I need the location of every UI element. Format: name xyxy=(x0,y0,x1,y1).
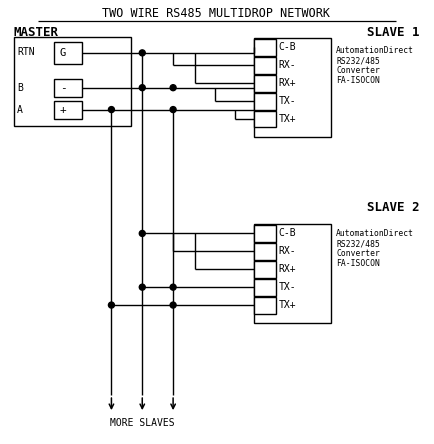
Circle shape xyxy=(170,107,176,113)
Text: FA-ISOCON: FA-ISOCON xyxy=(335,259,379,268)
Text: MORE SLAVES: MORE SLAVES xyxy=(110,418,174,428)
Bar xyxy=(253,38,331,138)
Text: RTN: RTN xyxy=(17,47,34,57)
Text: TX-: TX- xyxy=(278,96,296,106)
Bar xyxy=(253,279,275,296)
Text: TX-: TX- xyxy=(278,282,296,292)
Circle shape xyxy=(108,107,114,113)
Text: AutomationDirect: AutomationDirect xyxy=(335,230,413,238)
Bar xyxy=(253,93,275,110)
Bar xyxy=(14,37,131,127)
Text: A: A xyxy=(17,105,23,115)
Circle shape xyxy=(139,85,145,91)
Circle shape xyxy=(139,230,145,236)
Bar xyxy=(253,39,275,56)
Circle shape xyxy=(139,284,145,290)
Text: RS232/485: RS232/485 xyxy=(335,56,379,65)
Text: +: + xyxy=(59,105,66,115)
Bar xyxy=(253,225,275,242)
Bar xyxy=(253,111,275,127)
Text: G: G xyxy=(59,48,66,58)
Text: Converter: Converter xyxy=(335,66,379,75)
Text: C-B: C-B xyxy=(278,229,296,238)
Bar xyxy=(253,261,275,278)
Text: RX+: RX+ xyxy=(278,264,296,274)
Circle shape xyxy=(170,284,176,290)
Text: Converter: Converter xyxy=(335,250,379,258)
Text: MASTER: MASTER xyxy=(14,27,59,40)
Text: TWO WIRE RS485 MULTIDROP NETWORK: TWO WIRE RS485 MULTIDROP NETWORK xyxy=(102,7,329,20)
Text: B: B xyxy=(17,83,23,93)
Text: -: - xyxy=(59,83,66,93)
Circle shape xyxy=(139,50,145,56)
Circle shape xyxy=(170,302,176,308)
Text: TX+: TX+ xyxy=(278,114,296,124)
Text: AutomationDirect: AutomationDirect xyxy=(335,46,413,56)
Bar xyxy=(253,75,275,91)
Bar xyxy=(253,297,275,313)
Text: SLAVE 1: SLAVE 1 xyxy=(366,27,419,40)
Text: RX-: RX- xyxy=(278,60,296,70)
Text: RX+: RX+ xyxy=(278,78,296,88)
Bar xyxy=(253,224,331,324)
Text: TX+: TX+ xyxy=(278,300,296,310)
Bar xyxy=(54,79,82,97)
Bar xyxy=(253,243,275,260)
Bar xyxy=(253,57,275,74)
Circle shape xyxy=(170,85,176,91)
Circle shape xyxy=(108,302,114,308)
Text: FA-ISOCON: FA-ISOCON xyxy=(335,76,379,85)
Bar xyxy=(54,42,82,64)
Text: SLAVE 2: SLAVE 2 xyxy=(366,201,419,214)
Text: RX-: RX- xyxy=(278,246,296,256)
Text: C-B: C-B xyxy=(278,42,296,52)
Bar xyxy=(54,101,82,119)
Text: RS232/485: RS232/485 xyxy=(335,239,379,248)
